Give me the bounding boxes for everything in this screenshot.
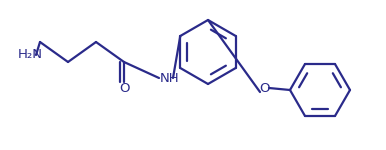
- Text: O: O: [119, 81, 129, 94]
- Text: O: O: [259, 81, 269, 94]
- Text: H₂N: H₂N: [18, 48, 43, 62]
- Text: NH: NH: [160, 72, 179, 84]
